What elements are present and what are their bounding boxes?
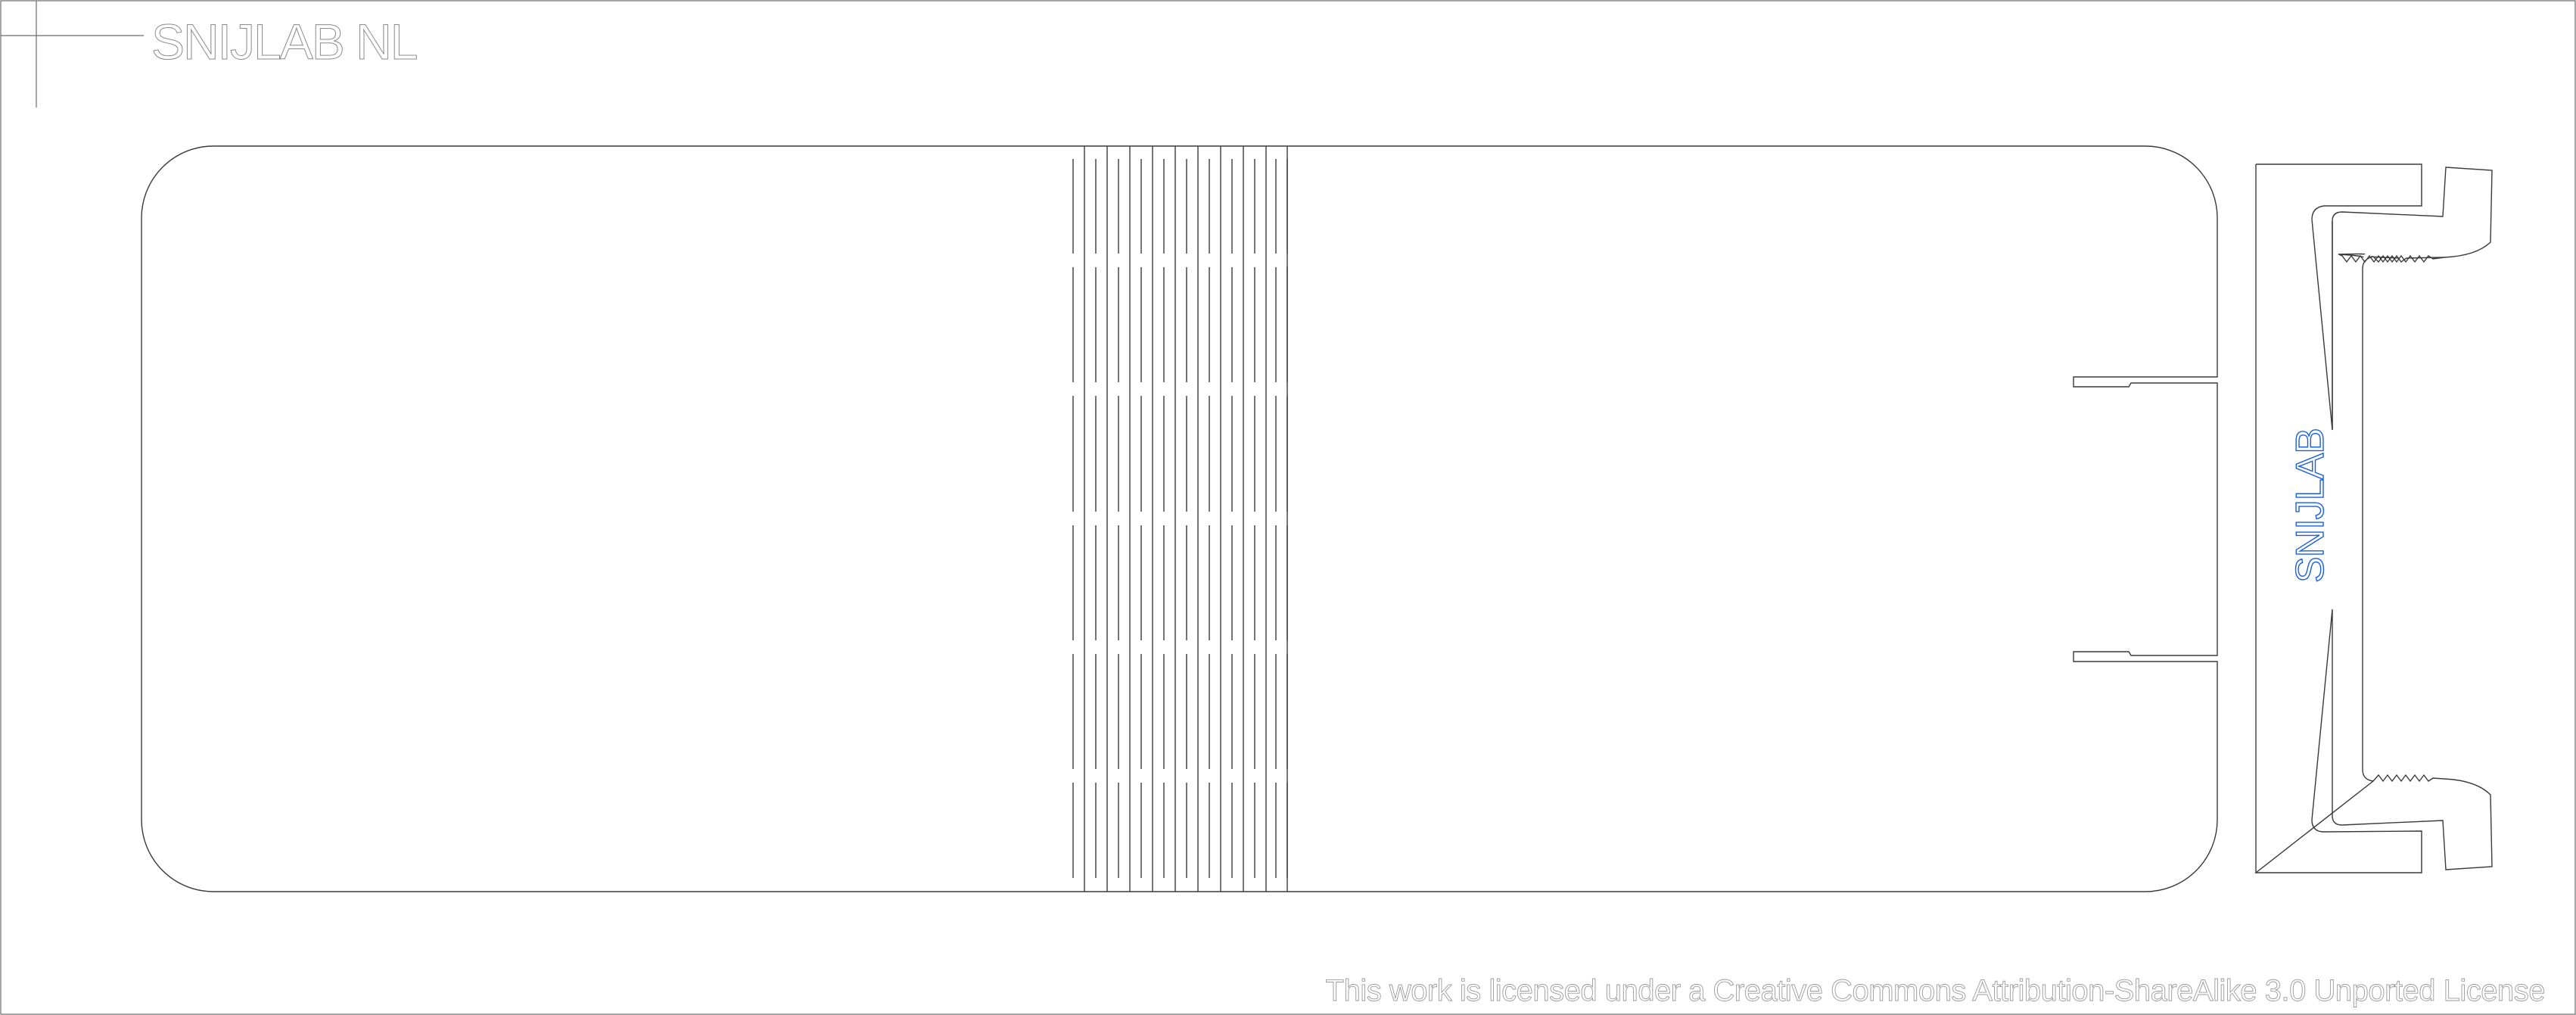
clip-outer-outline <box>2256 163 2493 431</box>
clip-teeth-lower <box>2254 609 2493 873</box>
brand-header-label: SNIJLAB NL <box>151 14 417 70</box>
clip-channel <box>2362 256 2374 782</box>
case-body-panel <box>141 145 2218 892</box>
license-notice: This work is licensed under a Creative C… <box>1326 974 2545 1007</box>
living-hinge <box>1072 146 1288 892</box>
registration-mark <box>1 1 144 107</box>
clip-piece: SNIJLAB <box>2254 163 2493 873</box>
brand-engraving-label: SNIJLAB <box>2288 428 2332 583</box>
case-body-outline <box>141 145 2218 892</box>
clip-teeth-upper <box>2372 254 2445 263</box>
